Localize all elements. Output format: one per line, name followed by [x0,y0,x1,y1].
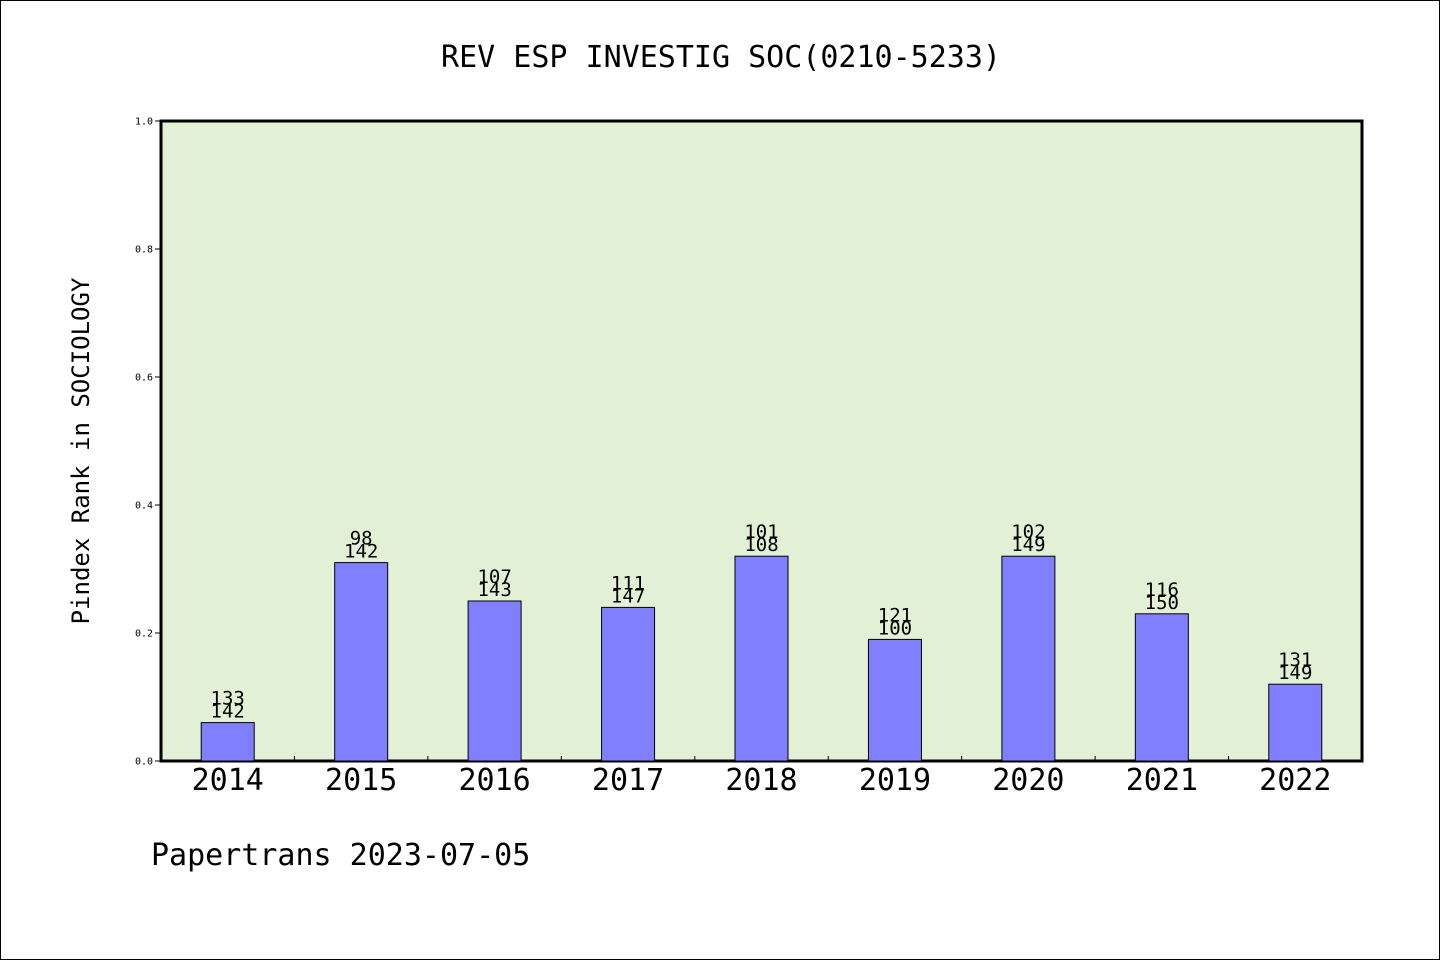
y-tick-label: 0.8 [135,245,153,256]
x-tick-label: 2014 [192,763,264,798]
y-tick-label: 0.0 [135,757,153,768]
data-label-bottom: 149 [1011,534,1045,556]
x-tick-label: 2022 [1259,763,1331,798]
data-label-bottom: 149 [1278,662,1312,684]
bar [200,722,255,762]
data-label-bottom: 150 [1145,592,1179,614]
data-label-top: 98 [350,528,373,550]
data-label-top: 131 [1278,649,1312,671]
bar [467,600,522,762]
y-tick-label: 0.6 [135,373,153,384]
bar [734,555,789,762]
y-axis-label: Pindex Rank in SOCIOLOGY [67,277,95,624]
footer-text: Papertrans 2023-07-05 [151,838,530,873]
data-label-top: 133 [211,688,245,710]
data-label-top: 102 [1011,521,1045,543]
data-label-bottom: 142 [344,541,378,563]
bar [334,562,389,762]
bars [200,555,1323,762]
data-label-top: 111 [611,572,645,594]
y-tick-label: 0.2 [135,629,153,640]
x-tick-label: 2018 [725,763,797,798]
bar [867,638,922,762]
x-tick-label: 2015 [325,763,397,798]
y-tick-label: 0.4 [135,501,153,512]
data-label-bottom: 100 [878,617,912,639]
chart-title: REV ESP INVESTIG SOC(0210-5233) [441,40,1001,75]
data-label-top: 107 [477,566,511,588]
x-tick-label: 2021 [1126,763,1198,798]
bar [1134,613,1189,762]
bar [1268,683,1323,762]
data-label-bottom: 108 [744,534,778,556]
x-tick-label: 2020 [992,763,1064,798]
data-label-bottom: 147 [611,585,645,607]
y-axis: 0.0 0.2 0.4 0.6 0.8 1.0 [135,117,161,768]
bar [601,606,656,762]
x-tick-label: 2016 [458,763,530,798]
x-axis: 2014 2015 2016 2017 2018 2019 2020 2021 2022 [192,756,1331,798]
data-label-bottom: 142 [211,701,245,723]
bar [1001,555,1056,762]
data-label-bottom: 143 [477,579,511,601]
y-tick-label: 1.0 [135,117,153,128]
data-label-top: 101 [744,521,778,543]
data-label-top: 121 [878,604,912,626]
x-tick-label: 2017 [592,763,664,798]
data-label-top: 116 [1145,579,1179,601]
x-tick-label: 2019 [859,763,931,798]
